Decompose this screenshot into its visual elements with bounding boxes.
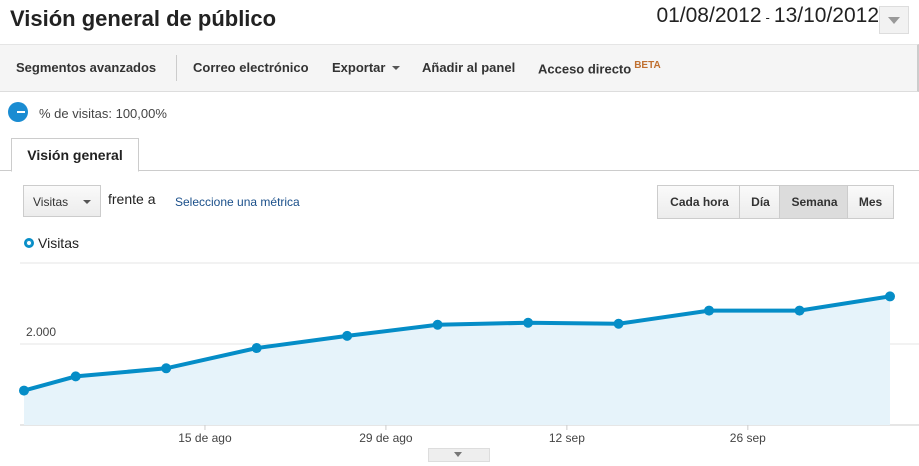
resize-handle[interactable] — [428, 448, 490, 462]
point — [19, 385, 29, 396]
point — [885, 291, 895, 302]
chart: 2.000 4.000 15 de ago 29 de ago 12 sep 26 sep — [19, 255, 919, 445]
y-tick-label: 4.000 — [26, 255, 56, 258]
separator — [176, 55, 177, 81]
toolbar-item[interactable]: Acceso directo BETA — [538, 60, 661, 76]
toolbar-label: Acceso directo — [538, 61, 632, 77]
date-separator: - — [765, 10, 770, 25]
x-tick-label: 15 de ago — [178, 431, 232, 445]
granularity-button[interactable]: Semana — [779, 185, 850, 219]
legend-label: Visitas — [38, 235, 79, 251]
granularity-button[interactable]: Mes — [847, 185, 894, 219]
point — [342, 330, 353, 341]
point — [794, 305, 805, 316]
tab-line — [0, 170, 919, 171]
page-title: Visión general de público — [10, 6, 277, 31]
point — [161, 363, 172, 374]
segment-label: % de visitas: 100,00% — [39, 106, 167, 121]
point — [251, 343, 262, 354]
point — [70, 371, 81, 382]
select-metric-link[interactable]: Seleccione una métrica — [175, 195, 300, 209]
toolbar: Segmentos avanzados Correo electrónico E… — [0, 44, 919, 92]
metric-select[interactable]: Visitas — [23, 185, 101, 217]
beta-badge: BETA — [634, 60, 661, 71]
y-tick-label: 2.000 — [26, 325, 56, 339]
granularity-button[interactable]: Cada hora — [657, 185, 742, 219]
tab[interactable]: Visión general — [11, 138, 139, 172]
area — [24, 296, 890, 425]
date-dropdown[interactable] — [879, 6, 909, 34]
point — [432, 319, 443, 330]
toolbar-item[interactable]: Correo electrónico — [193, 60, 309, 75]
versus-label: frente a — [108, 191, 156, 207]
point — [704, 305, 715, 316]
toolbar-item[interactable]: Añadir al panel — [422, 60, 516, 75]
toolbar-item[interactable]: Segmentos avanzados — [16, 60, 157, 75]
date-range[interactable]: 01/08/2012-13/10/2012 — [656, 4, 879, 28]
x-tick-label: 26 sep — [730, 431, 766, 445]
toolbar-item[interactable]: Exportar — [332, 60, 386, 75]
point — [613, 318, 624, 329]
point — [523, 317, 534, 328]
x-tick-label: 12 sep — [549, 431, 585, 445]
date-start: 01/08/2012 — [656, 4, 762, 27]
dropdown-arrow — [392, 66, 400, 74]
legend-marker — [24, 238, 34, 248]
segment-icon[interactable] — [8, 102, 28, 122]
granularity-button[interactable]: Día — [739, 185, 782, 219]
date-end: 13/10/2012 — [773, 4, 879, 27]
x-tick-label: 29 de ago — [359, 431, 413, 445]
